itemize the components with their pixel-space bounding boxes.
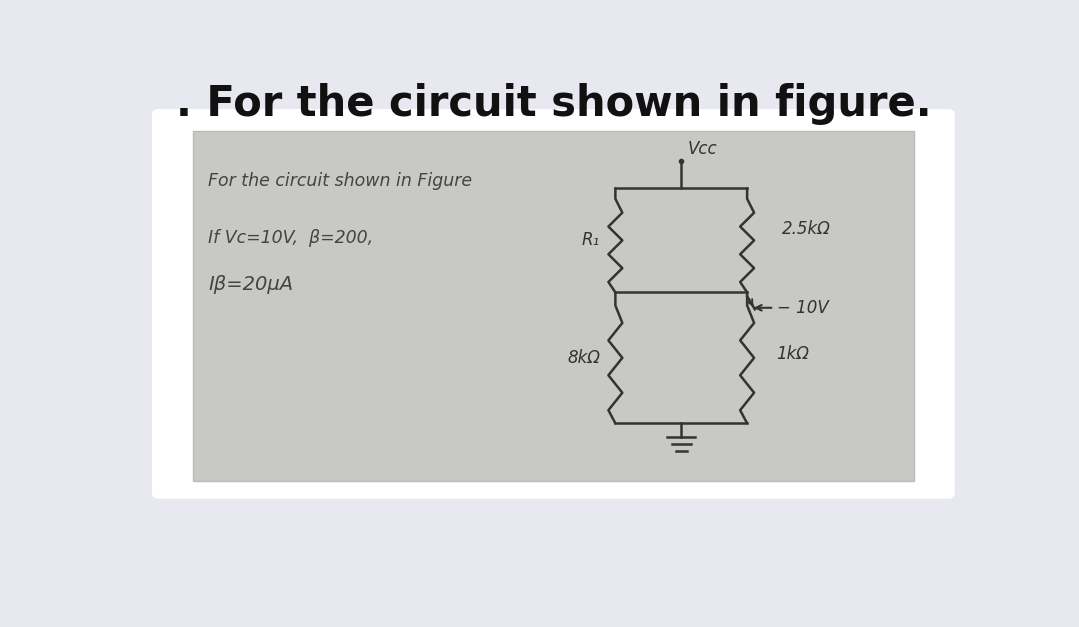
Text: For the circuit shown in Figure: For the circuit shown in Figure — [208, 172, 473, 190]
Text: R₁: R₁ — [582, 231, 600, 250]
Text: 2.5kΩ: 2.5kΩ — [782, 220, 831, 238]
Text: 1kΩ: 1kΩ — [777, 345, 809, 363]
Bar — [193, 130, 914, 481]
Text: Iβ=20μA: Iβ=20μA — [208, 275, 293, 294]
Text: . For the circuit shown in figure.: . For the circuit shown in figure. — [176, 83, 931, 125]
Text: If Vc=10V,  β=200,: If Vc=10V, β=200, — [208, 229, 373, 248]
FancyBboxPatch shape — [152, 109, 955, 498]
Text: 8kΩ: 8kΩ — [568, 349, 601, 367]
Text: Vcc: Vcc — [687, 140, 718, 158]
Text: − 10V: − 10V — [777, 299, 829, 317]
